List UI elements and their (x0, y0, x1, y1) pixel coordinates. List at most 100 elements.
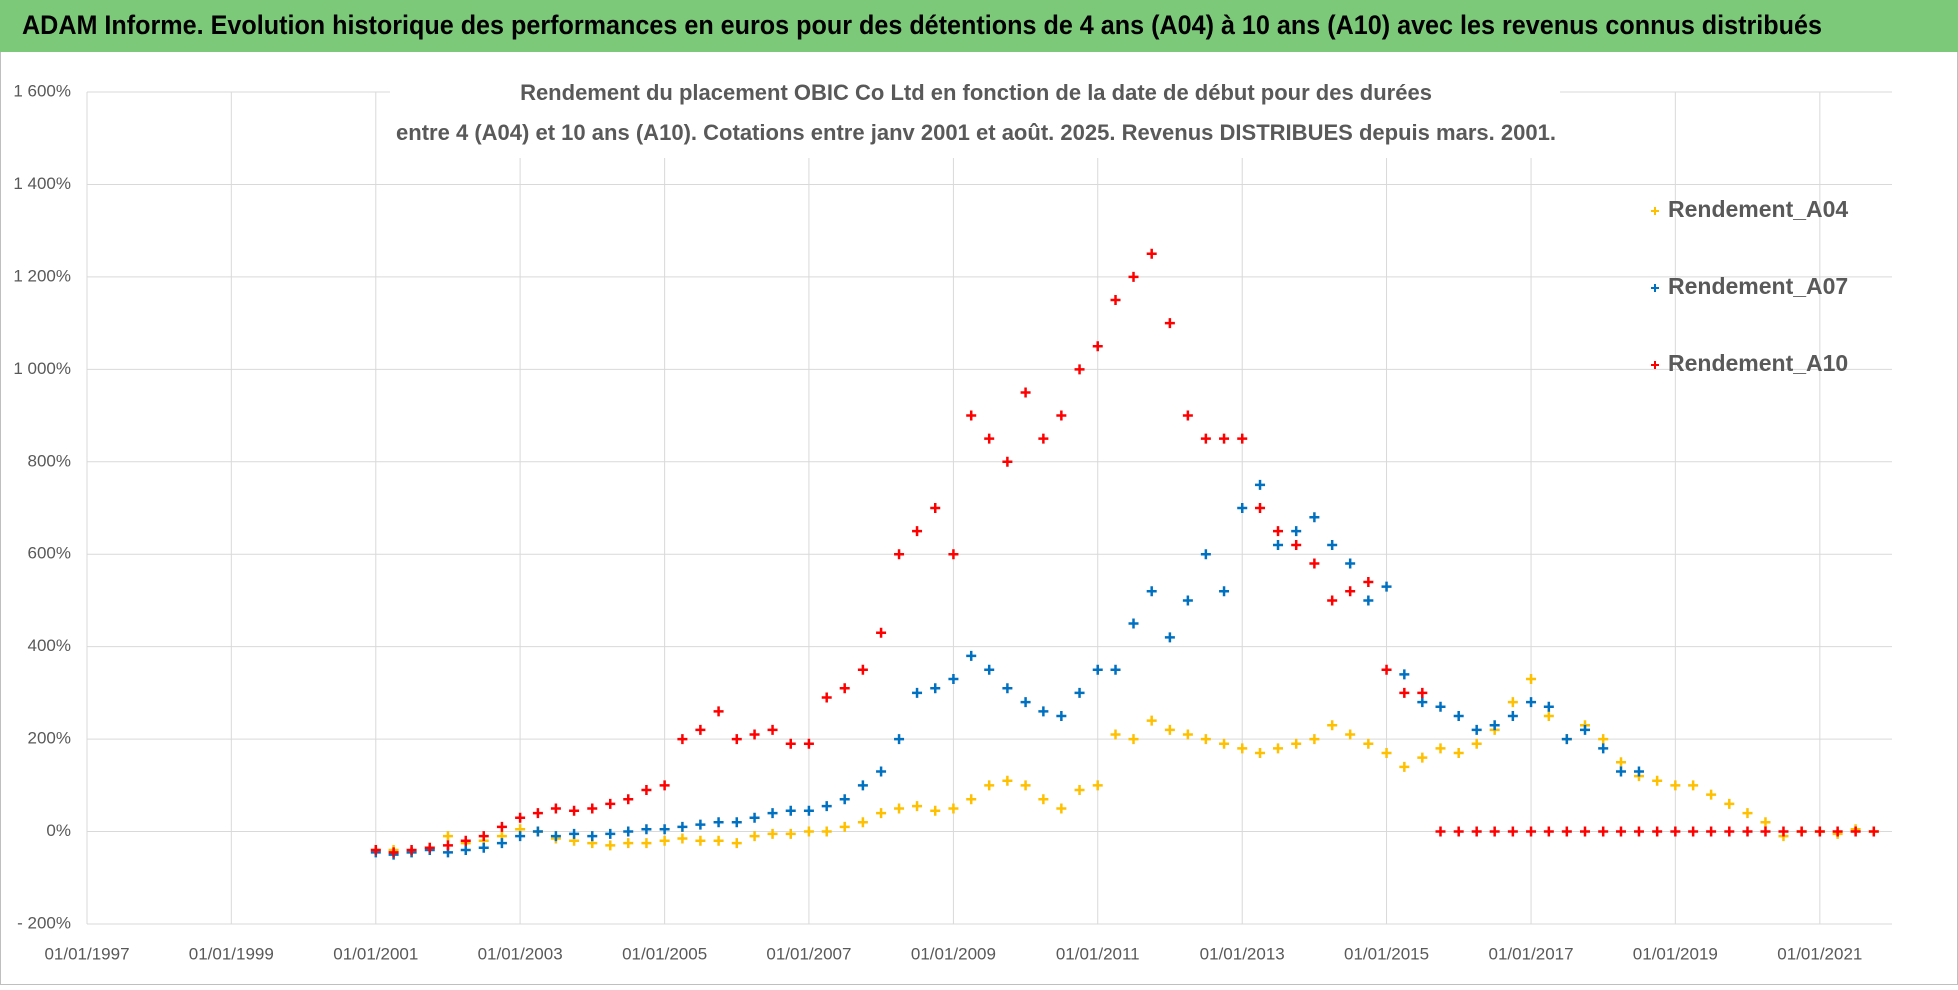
y-tick-label: 800% (28, 451, 71, 470)
chart-title: entre 4 (A04) et 10 ans (A10). Cotations… (396, 120, 1556, 145)
data-point (803, 826, 814, 837)
data-point (1255, 747, 1266, 758)
data-point (839, 821, 850, 832)
y-tick-label: 1 600% (13, 81, 71, 100)
data-point (966, 410, 977, 421)
data-point (659, 835, 670, 846)
data-point (767, 808, 778, 819)
data-point (550, 831, 561, 842)
y-tick-label: 600% (28, 544, 71, 563)
data-point (857, 664, 868, 675)
data-point (1453, 711, 1464, 721)
data-point (1543, 701, 1554, 712)
data-point (948, 803, 959, 814)
data-point (1363, 576, 1374, 587)
data-point (1507, 697, 1518, 708)
x-tick-label: 01/01/2009 (911, 944, 996, 963)
data-point (659, 824, 670, 835)
data-point (1381, 747, 1392, 758)
data-point (641, 784, 652, 795)
data-point (1435, 701, 1446, 712)
data-point (785, 738, 796, 749)
data-point (550, 803, 561, 814)
data-point (1526, 697, 1537, 708)
data-point (515, 831, 526, 842)
data-point (1363, 595, 1374, 606)
y-tick-label: 1 200% (13, 266, 71, 285)
data-point (1200, 549, 1211, 560)
data-point (1056, 803, 1067, 814)
data-point (713, 817, 724, 828)
legend-marker (1651, 284, 1659, 292)
banner-title: ADAM Informe. Evolution historique des p… (22, 10, 1822, 40)
data-point (821, 801, 832, 812)
data-point (767, 724, 778, 735)
banner (0, 0, 1958, 52)
data-point (1598, 734, 1609, 745)
data-point (1002, 775, 1013, 786)
data-point (984, 433, 995, 444)
y-tick-label: 1 400% (13, 174, 71, 193)
data-point (1543, 711, 1554, 721)
data-point (1688, 826, 1699, 837)
data-point (966, 794, 977, 805)
data-point (1164, 318, 1175, 329)
data-point (1345, 558, 1356, 569)
data-point (803, 738, 814, 749)
data-point (1526, 674, 1537, 685)
data-point (1182, 595, 1193, 606)
data-point (1670, 780, 1681, 791)
data-point (948, 674, 959, 685)
data-point (1309, 512, 1320, 523)
data-point (1092, 341, 1103, 352)
data-point (1543, 826, 1554, 837)
legend-marker (1651, 361, 1659, 369)
data-point (1417, 752, 1428, 763)
data-point (930, 805, 941, 816)
data-point (1652, 775, 1663, 786)
data-point (460, 845, 471, 856)
data-point (1219, 433, 1230, 444)
data-point (1309, 558, 1320, 569)
data-point (641, 824, 652, 835)
data-point (1345, 586, 1356, 597)
data-point (1471, 826, 1482, 837)
data-point (1471, 738, 1482, 749)
data-point (677, 734, 688, 745)
data-point (966, 650, 977, 661)
data-point (442, 840, 453, 851)
data-point (515, 812, 526, 823)
data-point (876, 627, 887, 638)
data-point (930, 683, 941, 694)
data-point (1237, 433, 1248, 444)
data-point (1417, 687, 1428, 698)
data-point (1489, 720, 1500, 731)
y-tick-label: 200% (28, 729, 71, 748)
data-point (1724, 826, 1735, 837)
data-point (496, 838, 507, 849)
data-point (839, 683, 850, 694)
data-point (677, 833, 688, 844)
data-point (1255, 503, 1266, 513)
data-point (1832, 826, 1843, 837)
data-point (587, 803, 598, 814)
data-point (1760, 817, 1771, 828)
y-tick-label: - 200% (17, 913, 71, 932)
data-point (1399, 669, 1410, 680)
data-point (1381, 664, 1392, 675)
data-point (930, 503, 941, 513)
data-point (569, 828, 580, 839)
data-point (1291, 539, 1302, 550)
data-point (839, 794, 850, 805)
y-tick-label: 1 000% (13, 359, 71, 378)
data-point (532, 826, 543, 837)
data-point (1706, 826, 1717, 837)
data-point (695, 819, 706, 830)
data-point (677, 821, 688, 832)
data-point (406, 845, 417, 856)
data-point (948, 549, 959, 560)
data-point (1056, 410, 1067, 421)
data-point (1796, 826, 1807, 837)
